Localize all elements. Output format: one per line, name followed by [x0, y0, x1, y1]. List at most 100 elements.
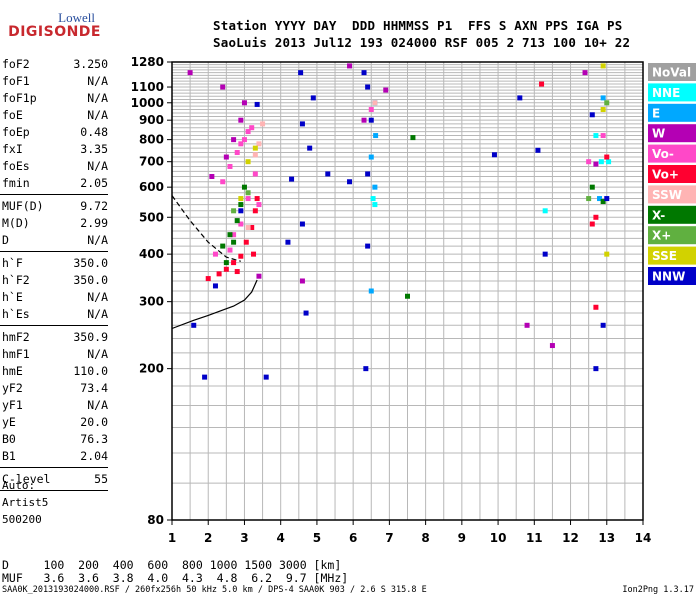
y-tick-label: 200: [139, 362, 164, 376]
scaling-row: h`Es N/A: [2, 306, 108, 322]
scaling-key: foF1p: [2, 91, 37, 105]
data-point: [347, 63, 353, 69]
y-tick-label: 400: [139, 247, 164, 261]
data-point: [372, 184, 378, 190]
data-point: [231, 232, 237, 238]
data-point: [491, 152, 497, 158]
scaling-row: foEp 0.48: [2, 124, 108, 140]
legend-label: X+: [652, 229, 671, 243]
data-point: [231, 137, 237, 143]
scaling-key: hmE: [2, 364, 23, 378]
scaling-value: N/A: [87, 398, 108, 412]
data-point: [241, 137, 247, 143]
data-point: [370, 196, 376, 202]
legend-swatch: [648, 144, 696, 163]
scaling-separator: [0, 194, 108, 195]
data-point: [368, 154, 374, 160]
data-point: [347, 179, 353, 185]
scaling-row: h`E N/A: [2, 289, 108, 305]
scaling-row: B0 76.3: [2, 431, 108, 447]
data-point: [383, 87, 389, 93]
data-point: [245, 129, 251, 135]
data-point: [220, 243, 226, 249]
scaling-value: N/A: [87, 233, 108, 247]
scaling-key: foE: [2, 108, 23, 122]
data-point: [593, 304, 599, 310]
data-point: [582, 70, 588, 76]
data-point: [212, 283, 218, 289]
data-point: [307, 145, 313, 151]
data-point: [604, 100, 610, 106]
data-point: [289, 176, 295, 182]
scaling-value: N/A: [87, 108, 108, 122]
data-point: [260, 121, 266, 127]
data-point: [310, 95, 316, 101]
data-point: [251, 251, 257, 257]
footer-file-info: SAA0K_2013193024000.RSF / 260fx256h 50 k…: [2, 585, 427, 595]
x-tick-label: 11: [526, 531, 543, 545]
scaling-separator: [0, 467, 108, 468]
scaling-key: foEs: [2, 159, 30, 173]
scaling-row: foEs N/A: [2, 158, 108, 174]
data-point: [549, 343, 555, 349]
scaling-key: h`Es: [2, 307, 30, 321]
legend-swatch: [648, 185, 696, 204]
data-point: [604, 154, 610, 160]
data-point: [245, 224, 251, 230]
scaling-key: hmF1: [2, 347, 30, 361]
scaling-row: foF2 3.250: [2, 56, 108, 72]
data-point: [405, 293, 410, 299]
data-point: [238, 141, 244, 147]
scaling-value: N/A: [87, 159, 108, 173]
data-point: [220, 179, 226, 185]
y-tick-label: 1280: [131, 55, 164, 69]
data-point: [372, 202, 378, 208]
x-tick-label: 6: [349, 531, 357, 545]
scaling-key: M(D): [2, 216, 30, 230]
x-tick-label: 12: [562, 531, 579, 545]
scaling-value: 2.99: [80, 216, 108, 230]
scaling-row: M(D) 2.99: [2, 215, 108, 231]
data-point: [223, 266, 229, 272]
scaling-row: D N/A: [2, 232, 108, 248]
scaling-row: fxI 3.35: [2, 141, 108, 157]
x-tick-label: 2: [204, 531, 212, 545]
data-point: [542, 208, 548, 214]
data-point: [241, 100, 247, 106]
scaling-row: foF1 N/A: [2, 73, 108, 89]
scaling-value: 350.9: [73, 330, 108, 344]
legend-swatch: [648, 226, 696, 245]
data-point: [586, 196, 592, 202]
x-tick-label: 3: [240, 531, 248, 545]
lowell-digisonde-logo: Lowell DIGISONDE: [8, 6, 103, 46]
data-point: [238, 117, 244, 123]
scaling-key: C-level: [2, 472, 51, 486]
scaling-value: 2.04: [80, 449, 108, 463]
data-point: [361, 117, 367, 123]
scaling-value: 20.0: [80, 415, 108, 429]
data-point: [365, 243, 371, 249]
data-point: [216, 271, 222, 277]
scaling-value: 110.0: [73, 364, 108, 378]
data-point: [368, 107, 374, 113]
data-point: [187, 70, 193, 76]
y-tick-label: 1100: [131, 80, 164, 94]
autoscaler-code: 500200: [2, 513, 42, 526]
data-point: [252, 208, 258, 214]
scaling-row: hmF1 N/A: [2, 346, 108, 362]
data-point: [227, 232, 233, 238]
scaling-row: B1 2.04: [2, 448, 108, 464]
data-point: [227, 163, 233, 169]
scaling-row: hmF2 350.9: [2, 329, 108, 345]
scaling-key: B0: [2, 432, 16, 446]
scaling-value: N/A: [87, 307, 108, 321]
data-point: [254, 196, 260, 202]
data-point: [539, 81, 545, 87]
y-tick-label: 1000: [131, 96, 164, 110]
data-point: [589, 184, 595, 190]
legend-label: Vo-: [652, 147, 674, 161]
scaling-value: 3.250: [73, 57, 108, 71]
y-tick-label: 700: [139, 155, 164, 169]
scaling-key: foF1: [2, 74, 30, 88]
legend-label: E: [652, 106, 660, 120]
